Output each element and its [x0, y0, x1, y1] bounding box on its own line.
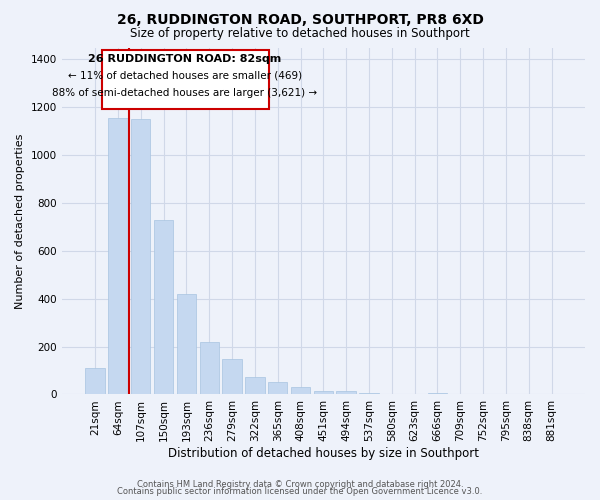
Text: Contains HM Land Registry data © Crown copyright and database right 2024.: Contains HM Land Registry data © Crown c… — [137, 480, 463, 489]
Bar — [268, 382, 287, 394]
Bar — [177, 294, 196, 394]
Bar — [291, 388, 310, 394]
Bar — [85, 368, 105, 394]
Text: ← 11% of detached houses are smaller (469): ← 11% of detached houses are smaller (46… — [68, 71, 302, 81]
Y-axis label: Number of detached properties: Number of detached properties — [15, 134, 25, 308]
Text: 26 RUDDINGTON ROAD: 82sqm: 26 RUDDINGTON ROAD: 82sqm — [88, 54, 281, 64]
Bar — [154, 220, 173, 394]
Text: Contains public sector information licensed under the Open Government Licence v3: Contains public sector information licen… — [118, 488, 482, 496]
Bar — [337, 391, 356, 394]
Bar — [314, 391, 333, 394]
Bar — [223, 358, 242, 394]
Text: 26, RUDDINGTON ROAD, SOUTHPORT, PR8 6XD: 26, RUDDINGTON ROAD, SOUTHPORT, PR8 6XD — [116, 12, 484, 26]
Bar — [245, 376, 265, 394]
FancyBboxPatch shape — [101, 50, 269, 108]
Text: 88% of semi-detached houses are larger (3,621) →: 88% of semi-detached houses are larger (… — [52, 88, 317, 98]
Text: Size of property relative to detached houses in Southport: Size of property relative to detached ho… — [130, 28, 470, 40]
Bar — [131, 120, 151, 394]
Bar — [108, 118, 128, 394]
Bar — [200, 342, 219, 394]
X-axis label: Distribution of detached houses by size in Southport: Distribution of detached houses by size … — [168, 447, 479, 460]
